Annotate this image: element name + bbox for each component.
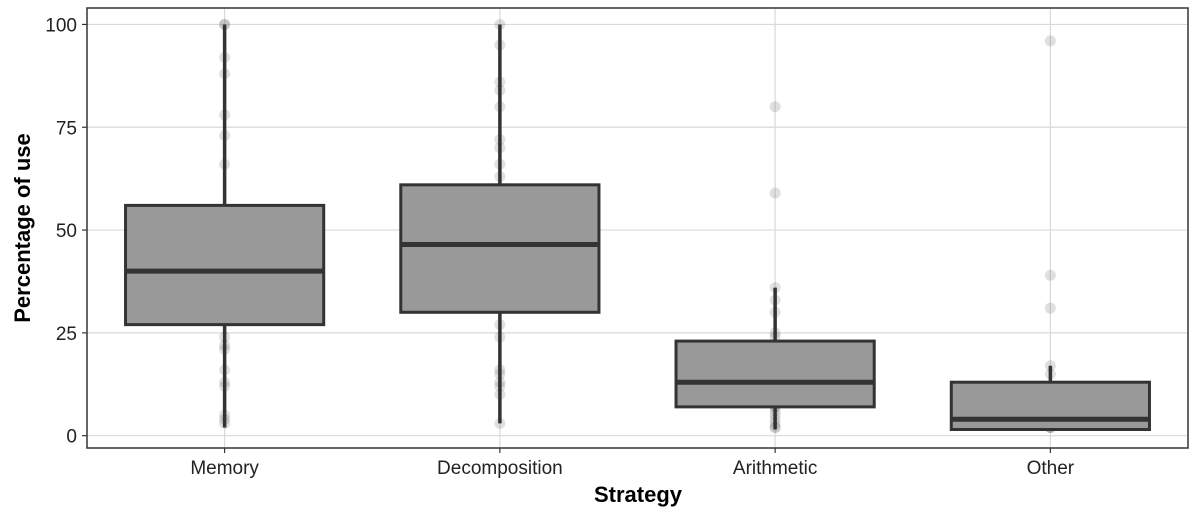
data-point <box>769 187 781 199</box>
box-iqr <box>124 203 326 327</box>
box-other <box>949 365 1151 431</box>
y-tick-label: 50 <box>56 221 77 242</box>
y-tick-label: 75 <box>56 118 77 139</box>
box-memory <box>124 24 326 428</box>
axis-layer: 0 25 50 75 100 Memory Decomposition Arithmetic O… <box>45 15 1075 479</box>
x-tick-label-other: Other <box>1027 458 1075 479</box>
data-point <box>1044 269 1056 281</box>
points-layer <box>219 18 1056 433</box>
box-decomposition <box>399 24 601 424</box>
y-axis-label: Percentage of use <box>10 133 35 323</box>
panel-border <box>86 7 1189 449</box>
x-tick-label-memory: Memory <box>190 458 259 479</box>
y-tick-label: 0 <box>66 427 77 448</box>
y-tick-label: 100 <box>45 15 77 36</box>
x-tick-label-decomposition: Decomposition <box>437 458 563 479</box>
x-axis-label: Strategy <box>594 482 683 507</box>
data-point <box>1044 35 1056 47</box>
box-iqr <box>674 339 876 409</box>
box-layer <box>124 24 1151 431</box>
box-iqr <box>399 183 601 314</box>
data-point <box>1044 302 1056 314</box>
x-tick-label-arithmetic: Arithmetic <box>733 458 817 479</box>
data-point <box>769 101 781 113</box>
y-tick-label: 25 <box>56 324 77 345</box>
box-arithmetic <box>674 287 876 430</box>
box-iqr <box>949 380 1151 431</box>
